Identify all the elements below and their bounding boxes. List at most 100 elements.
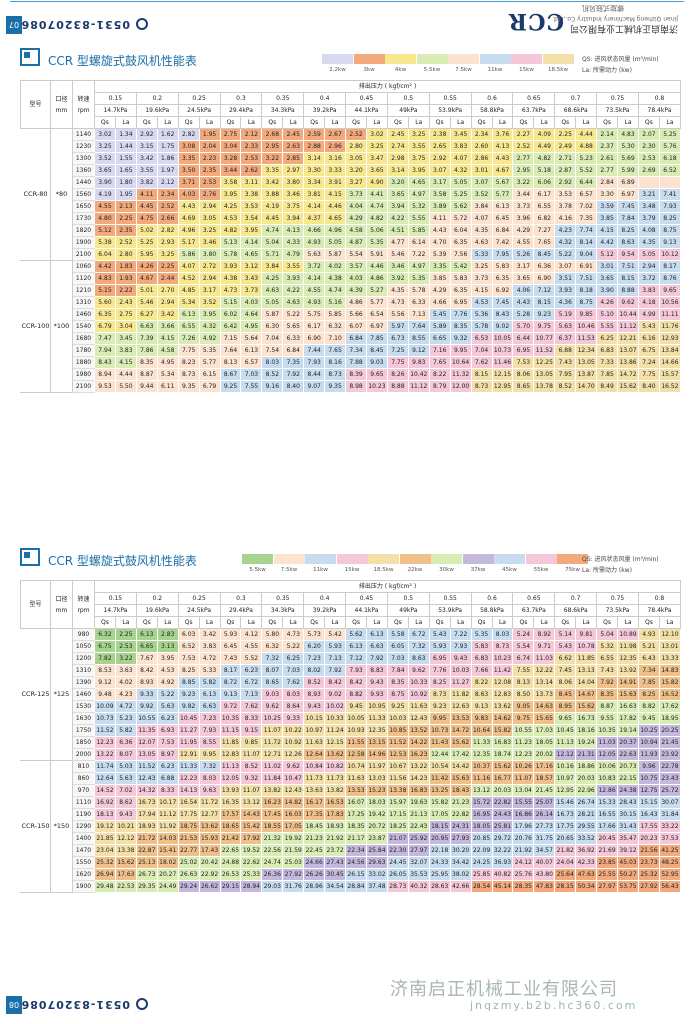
qs-value: 21.32 [261,832,284,845]
qs-value: 5.26 [512,248,535,261]
la-value: 19.14 [617,724,639,737]
power-legend: 5.5kw 7.5kw 11kw 15kw 18.5kw 22kw 30kw 37kw 45kw… [242,554,589,573]
qs-value: 5.70 [512,320,535,333]
qs-value: 11.85 [219,736,242,749]
qs-value: 24.12 [512,856,535,869]
qs-value: 18.25 [386,820,409,833]
la-value: 12.93 [658,332,682,345]
legend-swatch [462,554,494,564]
qs-value: 6.84 [345,332,367,345]
la-value: 10.46 [575,320,598,333]
pressure-kpa: 14.7kPa [94,604,137,617]
qs-value: 9.92 [135,700,158,713]
la-value: 5.23 [575,152,598,165]
pressure-value: 0.8 [637,592,682,605]
la-value: 11.11 [658,308,682,321]
la-value: 1.65 [114,164,137,177]
la-header: La [575,616,598,629]
la-value: 2.53 [114,640,137,653]
la-value: 5.83 [491,260,514,273]
table-row: 1120 4.83 1.93 4.67 2.44 4.52 2.94 4.38 3.43 4.25… [21,272,682,285]
table-row: 2100 9.53 5.50 9.44 6.11 9.35 6.79 9.25 7.55 9.16… [21,380,682,393]
la-value: 18.03 [365,796,388,809]
qs-value: 6.55 [177,320,200,333]
legend-item: 7.5kw [273,554,305,573]
la-header: La [198,116,221,129]
table-row: 1390 9.12 4.02 8.93 4.92 8.85 5.82 8.72 6.72 8.65… [21,676,682,689]
qs-value: 5.01 [135,284,158,297]
pressure-kpa: 44.1kPa [345,604,388,617]
la-value: 6.88 [156,772,179,785]
qs-value: 20.45 [596,832,619,845]
la-value: 4.15 [156,332,179,345]
qs-value: 3.14 [386,164,409,177]
qs-value: 5.04 [261,236,284,249]
qs-value: 26.36 [261,868,284,881]
qs-value: 8.93 [135,676,158,689]
la-value: 9.02 [491,320,514,333]
table-row: 1850 12.23 6.36 12.07 7.53 11.95 8.55 11.85 9.85… [21,736,682,749]
qs-value: 2.75 [219,128,242,141]
qs-value: 22.09 [470,844,493,857]
table-row: 1230 3.25 1.44 3.15 1.75 3.08 2.04 3.04 2.33 2.95… [21,140,682,153]
la-value: 25.33 [240,868,263,881]
qs-value: 10.54 [428,760,451,773]
la-value: 6.92 [491,284,514,297]
la-value: 4.15 [114,356,137,369]
la-value: 47.83 [533,880,556,893]
qs-value: 4.87 [345,236,367,249]
qs-value: 4.74 [261,224,284,237]
qs-value: 4.36 [554,296,577,309]
la-value: 6.17 [533,188,556,201]
qs-value: 13.12 [470,784,493,797]
qs-value: 5.13 [219,236,242,249]
qs-value: 11.13 [554,736,577,749]
qs-value: 2.77 [512,152,535,165]
qs-value: 3.22 [512,176,535,189]
qs-value: 3.92 [386,272,409,285]
qs-value: 24.33 [428,856,451,869]
note-la: La: 所需动力 (kw) [582,567,632,574]
qs-value: 12.12 [554,748,577,761]
la-value: 5.30 [617,140,639,153]
qs-value: 8.98 [345,380,367,393]
la-value: 1.75 [156,140,179,153]
la-value: 13.86 [617,356,639,369]
la-value: 4.97 [407,260,430,273]
la-value: 7.93 [658,200,682,213]
la-value: 8.42 [324,676,347,689]
qs-value: 6.95 [512,344,535,357]
la-value: 2.96 [324,140,347,153]
qs-value: 3.28 [219,152,242,165]
la-value: 3.22 [114,652,137,665]
la-value: 43.80 [533,868,556,881]
qs-value: 7.62 [470,356,493,369]
la-value: 4.07 [449,152,472,165]
qs-value: 5.86 [177,248,200,261]
la-value: 17.05 [282,820,305,833]
la-value: 9.81 [575,628,598,641]
la-value: 11.76 [658,320,682,333]
qs-value: 2.95 [512,164,535,177]
la-value: 1.44 [114,140,137,153]
qs-value: 2.59 [303,128,326,141]
qs-value: 21.17 [345,832,367,845]
table-row: 1440 3.90 1.80 3.82 2.12 3.71 2.53 3.58 3.11 3.42… [21,176,682,189]
la-value: 12.26 [282,748,305,761]
pressure-kpa: 63.7kPa [512,604,556,617]
pressure-value: 0.15 [94,592,137,605]
qs-value: 3.65 [386,188,409,201]
qs-value: 3.55 [135,164,158,177]
la-value: 10.05 [491,332,514,345]
legend-item: 4kw [385,54,416,73]
qs-value: 23.73 [637,856,660,869]
la-value: 23.92 [658,748,682,761]
qs-value: 3.30 [596,188,619,201]
la-value: 10.12 [658,248,682,261]
la-value: 6.25 [282,652,305,665]
qs-value: 6.20 [303,640,326,653]
qs-value: 5.63 [554,320,577,333]
qs-value: 5.43 [637,320,660,333]
la-value: 2.13 [114,200,137,213]
qs-value: 10.64 [470,724,493,737]
